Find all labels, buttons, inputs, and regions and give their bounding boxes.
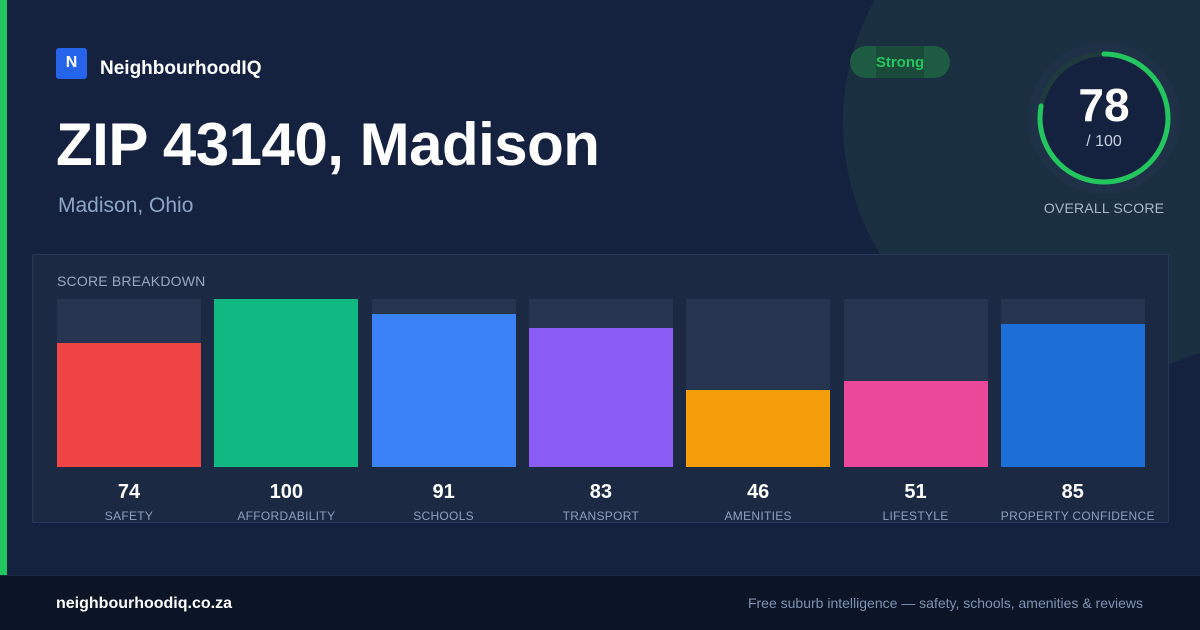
panel-title: SCORE BREAKDOWN [57, 273, 206, 289]
bar-column: 100 AFFORDABILITY [214, 299, 359, 523]
bar-value-label: 74 [117, 481, 141, 503]
bar-track [1000, 299, 1145, 467]
bar-category-label: LIFESTYLE [882, 509, 949, 523]
bar [371, 314, 516, 467]
page-subtitle: Madison, Ohio [58, 194, 194, 217]
footer-site-link[interactable]: neighbourhoodiq.co.za [56, 595, 232, 612]
bar-category-label: AFFORDABILITY [237, 509, 336, 523]
bar-track [528, 299, 673, 467]
bar-category-label: SCHOOLS [413, 509, 474, 523]
score-ring [1028, 42, 1180, 194]
bar [214, 299, 359, 467]
bar-value-label: 51 [904, 481, 927, 503]
score-ring-inner [1042, 56, 1166, 180]
bar-column: 91 SCHOOLS [371, 299, 516, 523]
overall-score-label: OVERALL SCORE [1043, 200, 1165, 216]
bar [686, 389, 831, 467]
overall-score-gauge: 78 / 100 [1028, 42, 1180, 194]
bar-category-label: TRANSPORT [562, 509, 640, 523]
bar-value-label: 91 [432, 481, 455, 503]
page-title: ZIP 43140, Madison [56, 111, 600, 178]
bar [1000, 324, 1145, 467]
bar-value-label: 100 [269, 481, 303, 503]
bar-column: 46 AMENITIES [686, 299, 831, 523]
footer: neighbourhoodiq.co.za Free suburb intell… [0, 575, 1200, 630]
brand-name: NeighbourhoodIQ [100, 58, 262, 79]
overall-score-max: / 100 [1086, 133, 1122, 150]
bar-value-label: 46 [747, 481, 770, 503]
bar-track [686, 299, 831, 467]
bar-value-label: 85 [1061, 481, 1084, 503]
score-ring-progress [1037, 51, 1171, 185]
bar-chart: 74 SAFETY 100 AFFORDABILITY 91 SCHOOLS 83 TRANS… [33, 255, 1170, 524]
status-badge: Strong [850, 46, 950, 78]
bar-category-label: AMENITIES [724, 509, 792, 523]
bar-column: 83 TRANSPORT [528, 299, 673, 523]
bar-track [371, 299, 516, 467]
footer-tagline: Free suburb intelligence — safety, schoo… [747, 595, 1143, 611]
bar [528, 327, 673, 467]
bar-track [57, 299, 201, 467]
bar-value-label: 83 [589, 481, 613, 503]
bar-column: 85 PROPERTY CONFIDENCE [1000, 299, 1155, 523]
bar [57, 342, 201, 467]
bar [843, 381, 988, 467]
score-breakdown-panel: SCORE BREAKDOWN 74 SAFETY 100 AFFORDABILITY… [32, 254, 1169, 523]
bar-column: 51 LIFESTYLE [843, 299, 988, 523]
status-badge-label: Strong [875, 53, 925, 71]
bar-column: 74 SAFETY [57, 299, 201, 523]
overall-score-value: 78 [1078, 79, 1130, 131]
bar-track [843, 299, 988, 467]
accent-bar [0, 0, 7, 575]
bar-category-label: PROPERTY CONFIDENCE [1000, 509, 1155, 523]
bar-category-label: SAFETY [104, 509, 154, 523]
bar-track [214, 299, 359, 467]
brand-logo-icon: N [56, 47, 87, 79]
brand[interactable]: N NeighbourhoodIQ [56, 46, 261, 80]
